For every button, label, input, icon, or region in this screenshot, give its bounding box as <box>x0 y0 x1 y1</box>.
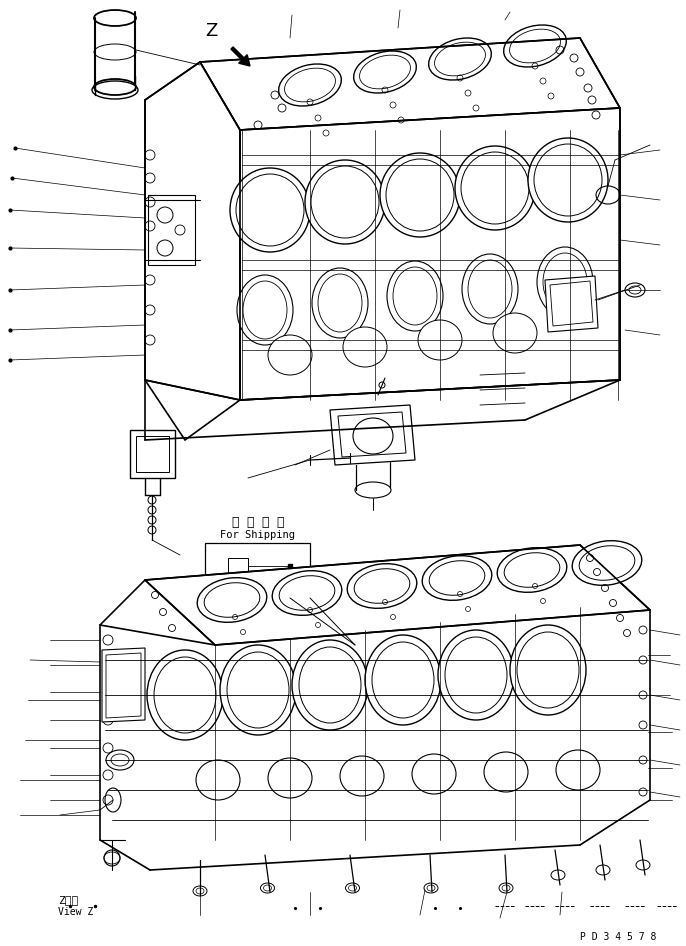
Ellipse shape <box>572 541 642 586</box>
Ellipse shape <box>497 548 567 592</box>
Ellipse shape <box>534 144 602 216</box>
Polygon shape <box>136 436 169 472</box>
Polygon shape <box>228 558 248 575</box>
Ellipse shape <box>197 578 267 622</box>
Polygon shape <box>330 405 415 465</box>
Ellipse shape <box>517 632 579 708</box>
Text: Z　視: Z 視 <box>58 895 78 905</box>
Polygon shape <box>200 38 620 130</box>
Ellipse shape <box>237 275 293 345</box>
Ellipse shape <box>305 160 385 244</box>
Ellipse shape <box>236 174 304 246</box>
Ellipse shape <box>230 168 310 252</box>
Ellipse shape <box>387 261 443 331</box>
Polygon shape <box>130 430 175 478</box>
Polygon shape <box>148 195 195 265</box>
Ellipse shape <box>461 152 529 224</box>
Ellipse shape <box>154 657 216 733</box>
Text: 運 搬 部 品: 運 搬 部 品 <box>232 516 284 529</box>
Ellipse shape <box>386 159 454 231</box>
Ellipse shape <box>147 650 223 740</box>
Ellipse shape <box>196 760 240 800</box>
Ellipse shape <box>311 166 379 238</box>
Text: View Z: View Z <box>58 907 93 917</box>
Polygon shape <box>145 62 240 440</box>
Ellipse shape <box>380 153 460 237</box>
Ellipse shape <box>204 583 260 618</box>
Ellipse shape <box>299 647 361 723</box>
Text: For Shipping: For Shipping <box>220 530 296 540</box>
Text: Z: Z <box>205 22 217 40</box>
Ellipse shape <box>484 752 528 792</box>
Ellipse shape <box>343 327 387 367</box>
Ellipse shape <box>418 320 462 360</box>
Ellipse shape <box>354 569 410 604</box>
Ellipse shape <box>493 313 537 353</box>
Ellipse shape <box>438 630 514 720</box>
Ellipse shape <box>292 640 368 730</box>
Ellipse shape <box>462 254 518 324</box>
Ellipse shape <box>279 576 335 610</box>
Ellipse shape <box>312 268 368 338</box>
Ellipse shape <box>268 758 312 798</box>
Polygon shape <box>240 108 620 400</box>
Ellipse shape <box>537 247 593 317</box>
Ellipse shape <box>528 138 608 222</box>
Ellipse shape <box>227 652 289 728</box>
Ellipse shape <box>504 552 560 587</box>
Ellipse shape <box>445 637 507 713</box>
Polygon shape <box>550 281 593 326</box>
Ellipse shape <box>579 546 635 580</box>
Ellipse shape <box>455 146 535 230</box>
Ellipse shape <box>268 335 312 375</box>
Ellipse shape <box>220 645 296 735</box>
Text: P D 3 4 5 7 8: P D 3 4 5 7 8 <box>580 932 657 942</box>
Ellipse shape <box>468 260 512 318</box>
Ellipse shape <box>422 555 492 601</box>
Polygon shape <box>102 648 145 722</box>
Ellipse shape <box>272 570 342 615</box>
Ellipse shape <box>412 754 456 794</box>
Ellipse shape <box>510 625 586 715</box>
Polygon shape <box>145 545 650 645</box>
Ellipse shape <box>393 267 437 325</box>
Ellipse shape <box>243 281 287 339</box>
Ellipse shape <box>543 253 587 311</box>
Ellipse shape <box>556 750 600 790</box>
Polygon shape <box>338 412 406 457</box>
Ellipse shape <box>365 635 441 725</box>
Polygon shape <box>545 276 598 332</box>
Ellipse shape <box>372 642 434 718</box>
Ellipse shape <box>340 756 384 796</box>
Ellipse shape <box>318 274 362 332</box>
Polygon shape <box>205 543 310 598</box>
FancyArrow shape <box>231 47 250 66</box>
Ellipse shape <box>429 561 485 595</box>
Polygon shape <box>106 653 141 718</box>
Ellipse shape <box>347 564 417 608</box>
